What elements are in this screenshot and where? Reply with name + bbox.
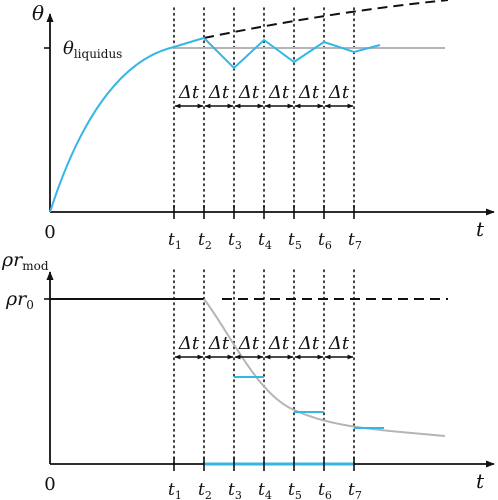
delta-label: Δt: [208, 333, 230, 354]
tick-label-t6: t6: [318, 230, 332, 252]
top-y-axis-label: θ: [32, 1, 44, 25]
top-panel: Δt Δt Δt Δt Δt Δt θ t 0 θliquidus t1 t2 …: [32, 0, 495, 252]
delta-label: Δt: [328, 333, 350, 354]
delta-label: Δt: [238, 333, 260, 354]
rho-r0-label: ρr0: [5, 288, 34, 312]
delta-label: Δt: [298, 82, 320, 103]
tick-label-t3: t3: [228, 480, 242, 500]
delta-label: Δt: [178, 333, 200, 354]
delta-label: Δt: [238, 82, 260, 103]
delta-label: Δt: [208, 82, 230, 103]
top-x-ticks: [173, 205, 355, 219]
bottom-delta-labels: Δt Δt Δt Δt Δt Δt: [178, 333, 350, 354]
tick-label-t1: t1: [168, 480, 182, 500]
tick-label-t7: t7: [348, 480, 362, 500]
delta-label: Δt: [268, 333, 290, 354]
tick-label-t1: t1: [168, 230, 182, 252]
top-dashed-extension: [203, 0, 449, 39]
tick-label-t2: t2: [198, 230, 212, 252]
tick-label-t5: t5: [288, 480, 302, 500]
delta-label: Δt: [178, 82, 200, 103]
top-dotted-guides: [173, 7, 355, 213]
top-origin-label: 0: [44, 222, 55, 243]
tick-label-t4: t4: [258, 480, 272, 500]
delta-label: Δt: [328, 82, 350, 103]
bottom-x-axis-label: t: [476, 469, 485, 493]
top-tick-labels: t1 t2 t3 t4 t5 t6 t7: [168, 230, 362, 252]
tick-label-t4: t4: [258, 230, 272, 252]
tick-label-t7: t7: [348, 230, 362, 252]
tick-label-t3: t3: [228, 230, 242, 252]
bottom-y-axis-label: ρrmod: [1, 249, 49, 273]
tick-label-t6: t6: [318, 480, 332, 500]
top-x-axis-label: t: [476, 217, 485, 241]
bottom-x-ticks: [173, 457, 355, 471]
temperature-curve: [49, 36, 381, 213]
blue-steps: [204, 376, 384, 466]
bottom-dotted-guides: [173, 269, 355, 465]
decay-curve: [203, 298, 446, 437]
delta-label: Δt: [268, 82, 290, 103]
top-delta-labels: Δt Δt Δt Δt Δt Δt: [178, 82, 350, 103]
delta-label: Δt: [298, 333, 320, 354]
liquidus-label: θliquidus: [63, 38, 122, 61]
bottom-tick-labels: t1 t2 t3 t4 t5 t6 t7: [168, 480, 362, 500]
bottom-panel: Δt Δt Δt Δt Δt Δt ρrmod ρr0 t 0 t1 t2 t3…: [1, 249, 495, 500]
tick-label-t2: t2: [198, 480, 212, 500]
tick-label-t5: t5: [288, 230, 302, 252]
bottom-origin-label: 0: [44, 474, 55, 495]
